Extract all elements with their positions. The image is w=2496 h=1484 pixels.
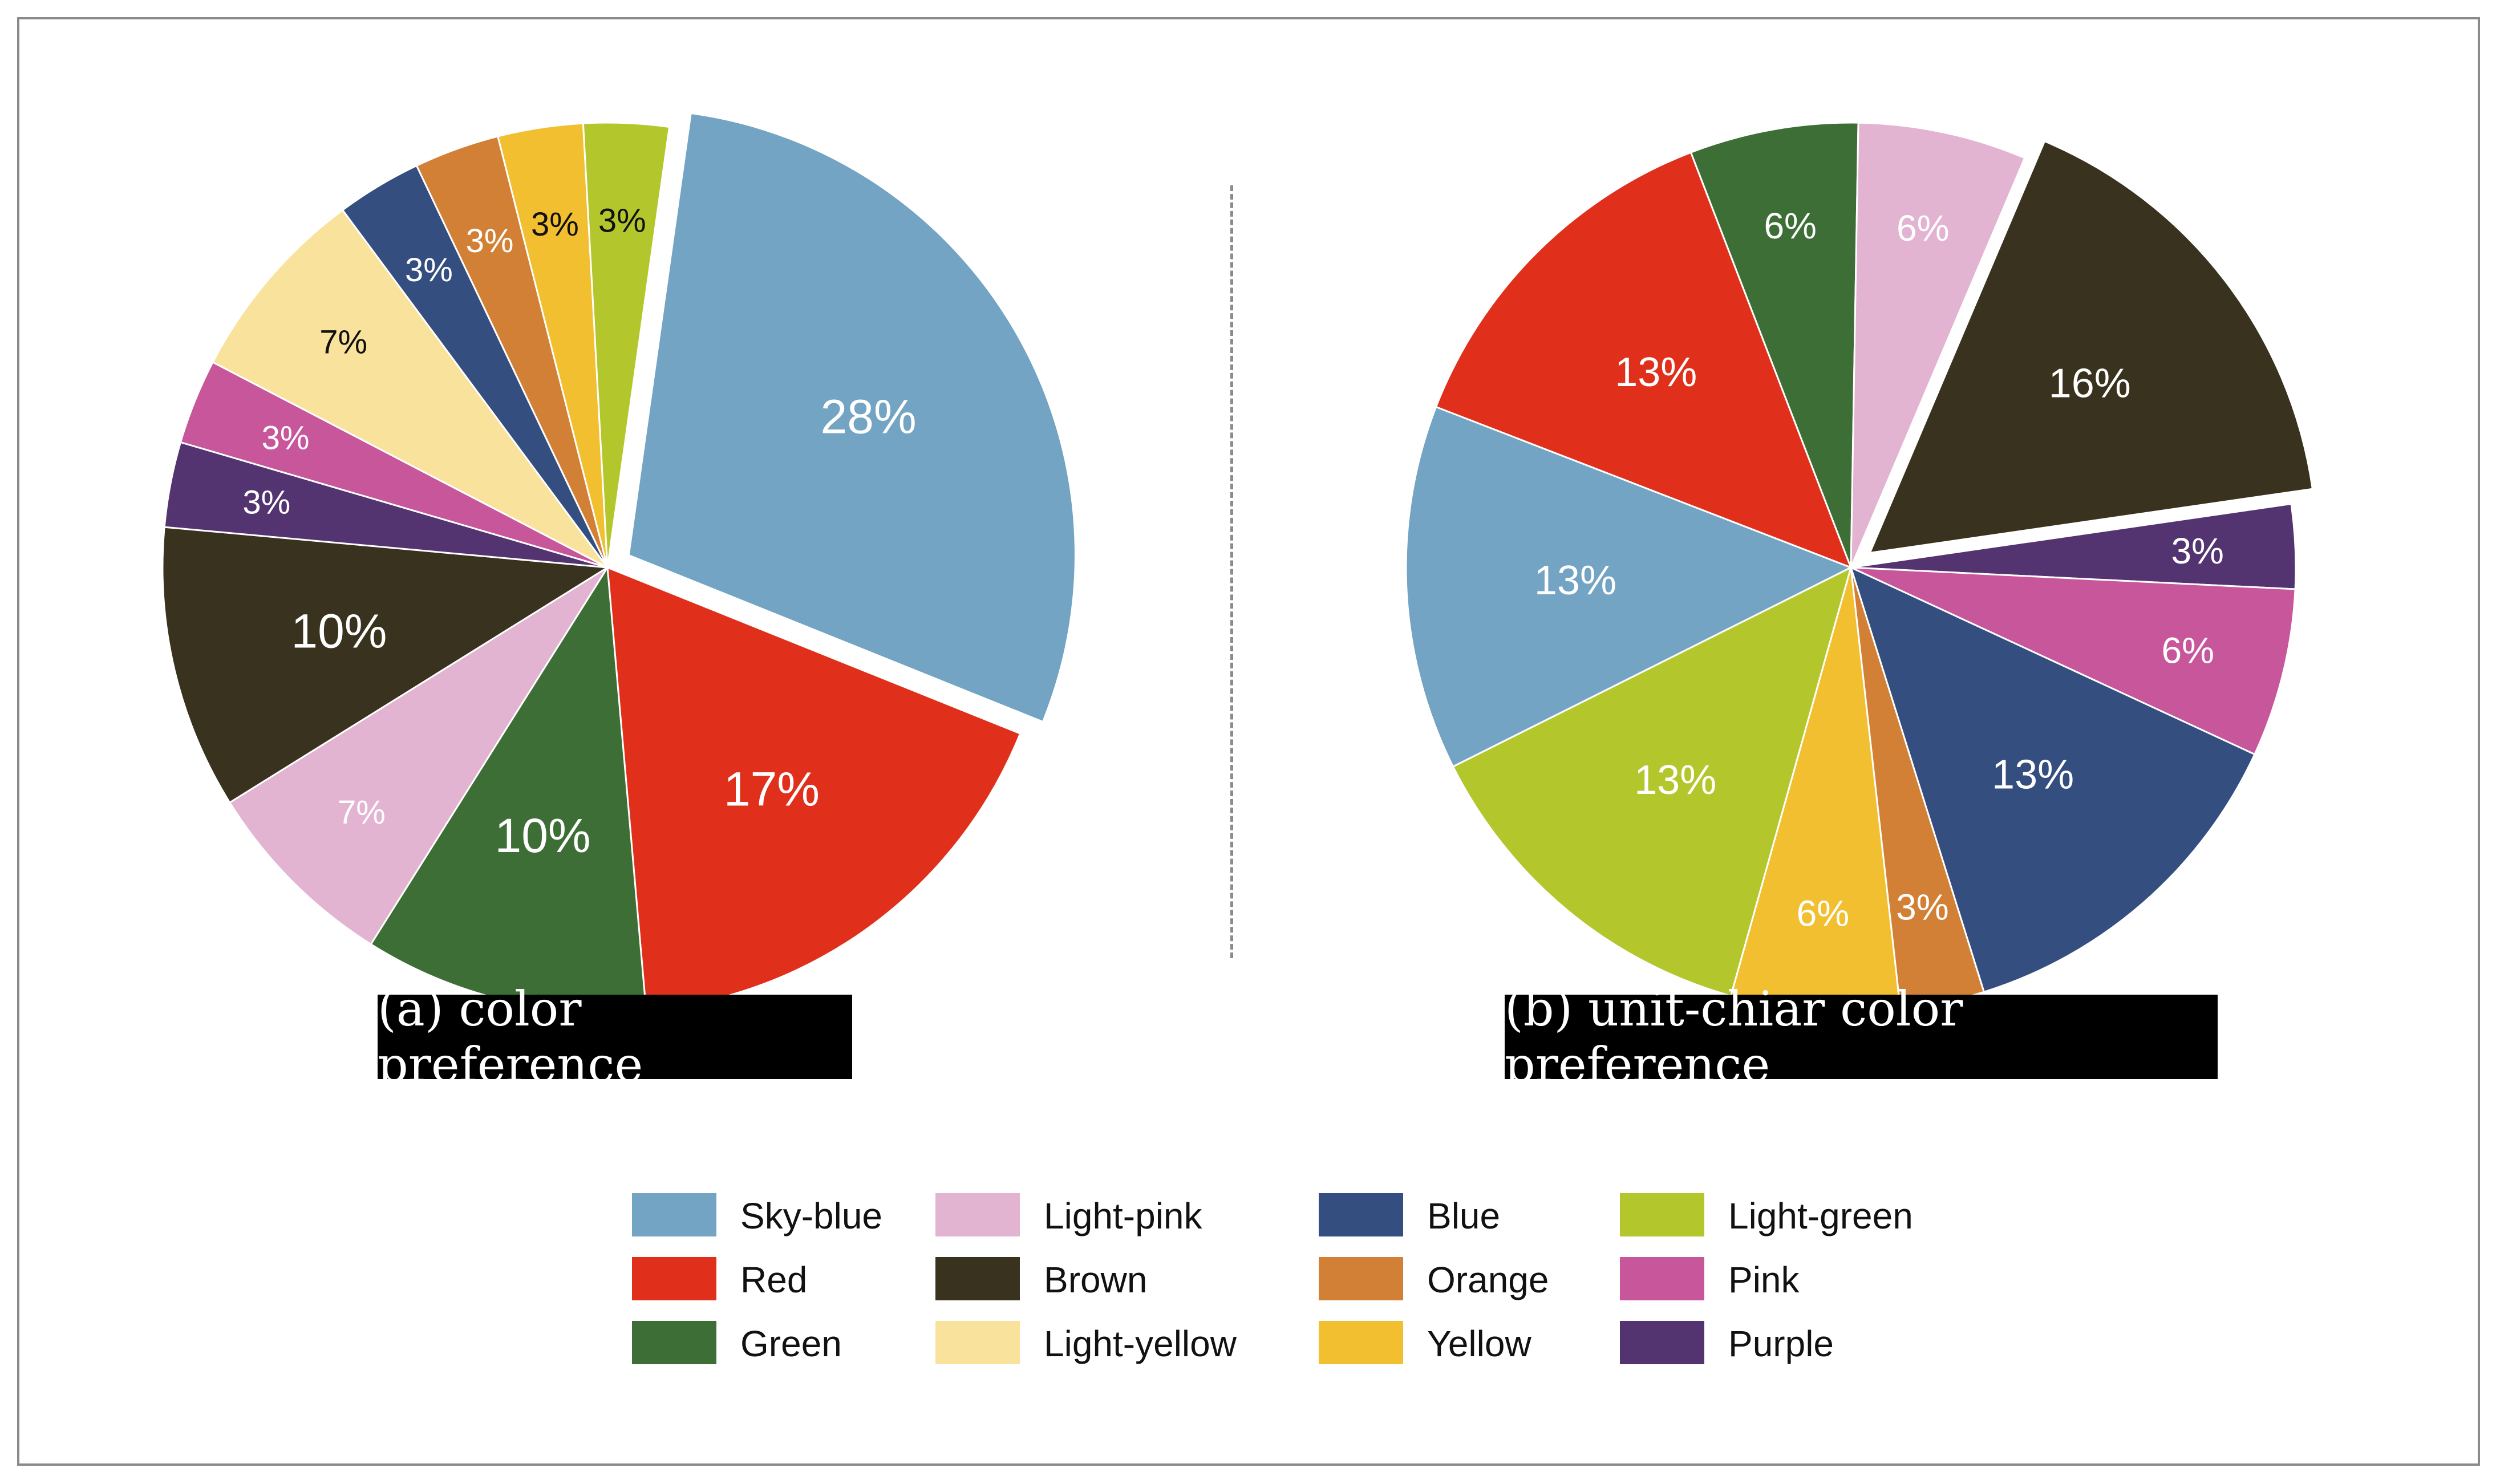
slice-brown [1871,142,2312,552]
legend-swatch-sky-blue [632,1193,716,1236]
legend-swatch-red [632,1257,716,1300]
legend-swatch-yellow [1319,1321,1403,1364]
slice-label-purple: 3% [242,484,290,521]
slice-label-light-pink: 7% [338,794,386,831]
slice-sky-blue [1405,406,1853,768]
slice-brown [161,526,610,804]
slice-label-yellow: 6% [1797,893,1850,934]
slice-light-pink [1850,121,2026,568]
slice-blue [1849,566,2256,994]
chart-divider [1230,185,1233,958]
pie-chart-a: 28% 17% 10% 7% 10% 3% 3% 7% 3% 3% 3% 3% [161,114,1075,1013]
slice-label-light-green: 3% [598,202,646,240]
legend-label-pink: Pink [1728,1259,1800,1300]
chart-a-caption: (a) color preference [378,981,852,1093]
slice-light-yellow [212,209,609,569]
slice-green [1689,121,1859,568]
legend-swatch-light-yellow [935,1321,1020,1364]
slice-light-pink [228,566,609,946]
slice-label-blue: 3% [405,252,453,289]
slice-label-sky-blue: 13% [1534,558,1616,603]
slice-label-pink: 3% [262,419,310,456]
legend-swatch-brown [935,1257,1020,1300]
slice-label-orange: 3% [1896,886,1949,927]
slice-label-blue: 13% [1992,752,2074,797]
legend-swatch-purple [1620,1321,1704,1364]
legend-swatch-orange [1319,1257,1403,1300]
slice-label-purple: 3% [2171,530,2224,571]
slice-label-green: 6% [1764,205,1817,246]
slice-label-orange: 3% [466,222,514,260]
slice-label-green: 10% [495,809,590,862]
slice-light-green [1452,566,1853,997]
legend-label-light-pink: Light-pink [1044,1195,1202,1236]
legend-swatch-green [632,1321,716,1364]
slice-label-light-pink: 6% [1897,208,1950,249]
legend-label-green: Green [740,1323,842,1364]
slice-label-red: 17% [724,763,820,816]
slice-pink [1850,566,2296,756]
slice-label-yellow: 3% [531,206,579,243]
slice-label-light-green: 13% [1634,757,1716,803]
legend-label-sky-blue: Sky-blue [740,1195,882,1236]
legend-label-brown: Brown [1044,1259,1148,1300]
legend-label-blue: Blue [1427,1195,1501,1236]
pie-chart-b: 16% 3% 6% 13% 3% 6% 13% 13% 13% 6% 6% [1405,121,2312,1013]
chart-b-caption: (b) unit-chiar color preference [1505,981,2218,1093]
legend-label-light-green: Light-green [1728,1195,1913,1236]
slice-label-sky-blue: 28% [821,390,917,443]
slice-label-brown: 10% [291,605,387,658]
slice-light-green [582,121,671,568]
legend-label-yellow: Yellow [1427,1323,1531,1364]
slice-label-red: 13% [1615,350,1697,395]
legend-label-purple: Purple [1728,1323,1834,1364]
legend-label-light-yellow: Light-yellow [1044,1323,1237,1364]
legend-label-orange: Orange [1427,1259,1549,1300]
slice-red [1435,151,1853,569]
slice-label-brown: 16% [2049,360,2131,406]
legend-swatch-pink [1620,1257,1704,1300]
legend-label-red: Red [740,1259,808,1300]
legend-swatch-blue [1319,1193,1403,1236]
slice-label-light-yellow: 7% [319,324,367,361]
slice-sky-blue [629,114,1075,721]
legend-swatch-light-green [1620,1193,1704,1236]
legend-swatch-light-pink [935,1193,1020,1236]
slice-label-pink: 6% [2162,630,2215,671]
